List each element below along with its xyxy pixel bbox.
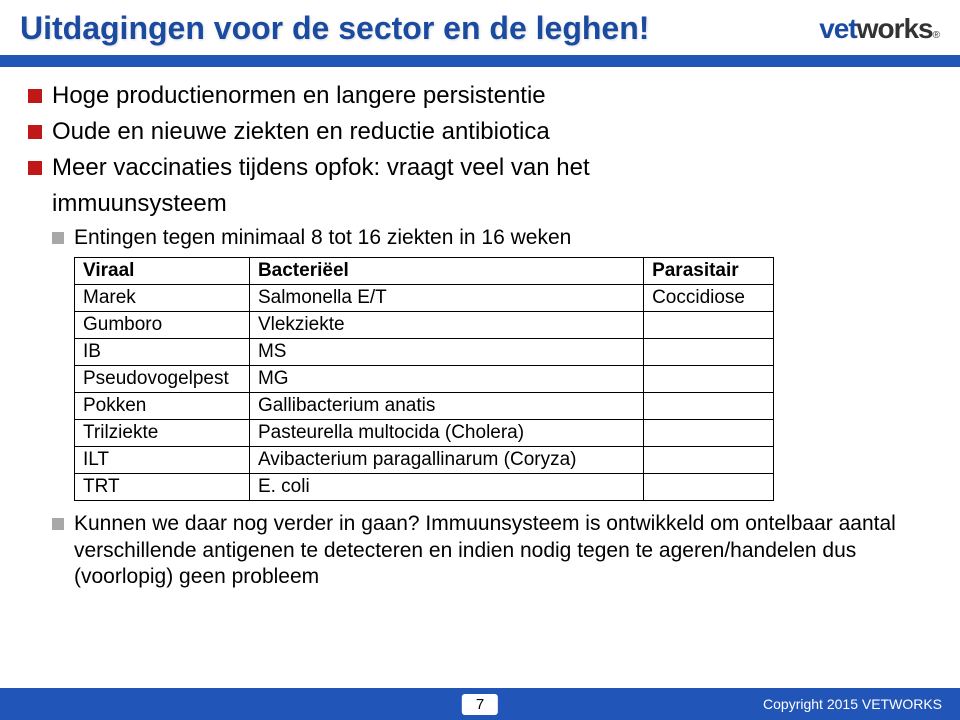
cell <box>644 393 774 420</box>
cell: IB <box>75 339 250 366</box>
col-header-bacterieel: Bacteriëel <box>249 258 643 285</box>
cell: Gumboro <box>75 312 250 339</box>
cell: Pseudovogelpest <box>75 366 250 393</box>
cell: Pasteurella multocida (Cholera) <box>249 420 643 447</box>
cell: E. coli <box>249 474 643 501</box>
cell: Salmonella E/T <box>249 285 643 312</box>
disease-table-wrap: Viraal Bacteriëel Parasitair Marek Salmo… <box>74 257 932 501</box>
page-title: Uitdagingen voor de sector en de leghen! <box>20 10 649 47</box>
table-row: ILT Avibacterium paragallinarum (Coryza) <box>75 447 774 474</box>
divider-bar <box>0 55 960 67</box>
bullet-3-text-a: Meer vaccinaties tijdens opfok: vraagt v… <box>52 153 590 183</box>
logo-registered: ® <box>933 30 940 41</box>
cell <box>644 420 774 447</box>
bullet-2: Oude en nieuwe ziekten en reductie antib… <box>28 117 932 147</box>
bullet-2-text: Oude en nieuwe ziekten en reductie antib… <box>52 117 550 147</box>
cell: Marek <box>75 285 250 312</box>
cell: MS <box>249 339 643 366</box>
cell: ILT <box>75 447 250 474</box>
bullet-icon <box>28 89 42 103</box>
copyright-text: Copyright 2015 VETWORKS <box>763 696 942 712</box>
table-header-row: Viraal Bacteriëel Parasitair <box>75 258 774 285</box>
cell: Vlekziekte <box>249 312 643 339</box>
cell: Gallibacterium anatis <box>249 393 643 420</box>
table-row: Trilziekte Pasteurella multocida (Choler… <box>75 420 774 447</box>
cell: MG <box>249 366 643 393</box>
sub-bullet-icon <box>52 518 64 530</box>
bullet-icon <box>28 125 42 139</box>
bullet-3-text-b: immuunsysteem <box>52 189 932 219</box>
sub-bullet-1-text: Entingen tegen minimaal 8 tot 16 ziekten… <box>74 225 571 251</box>
col-header-viraal: Viraal <box>75 258 250 285</box>
sub-bullet-2: Kunnen we daar nog verder in gaan? Immuu… <box>52 511 932 590</box>
table-row: TRT E. coli <box>75 474 774 501</box>
content-area: Hoge productienormen en langere persiste… <box>0 67 960 590</box>
cell <box>644 447 774 474</box>
cell: Coccidiose <box>644 285 774 312</box>
col-header-parasitair: Parasitair <box>644 258 774 285</box>
title-bar: Uitdagingen voor de sector en de leghen!… <box>0 0 960 55</box>
table-row: Pokken Gallibacterium anatis <box>75 393 774 420</box>
bullet-1: Hoge productienormen en langere persiste… <box>28 81 932 111</box>
cell: Trilziekte <box>75 420 250 447</box>
page-number: 7 <box>462 694 498 715</box>
cell: Avibacterium paragallinarum (Coryza) <box>249 447 643 474</box>
cell: Pokken <box>75 393 250 420</box>
logo-left: vet <box>819 13 856 45</box>
sub-bullet-2-text: Kunnen we daar nog verder in gaan? Immuu… <box>74 511 932 590</box>
bullet-3: Meer vaccinaties tijdens opfok: vraagt v… <box>28 153 932 183</box>
bullet-1-text: Hoge productienormen en langere persiste… <box>52 81 546 111</box>
sub-bullet-icon <box>52 232 64 244</box>
cell: TRT <box>75 474 250 501</box>
table-row: Pseudovogelpest MG <box>75 366 774 393</box>
table-row: IB MS <box>75 339 774 366</box>
cell <box>644 474 774 501</box>
logo: vetworks® <box>819 13 940 45</box>
sub-bullet-1: Entingen tegen minimaal 8 tot 16 ziekten… <box>52 225 932 251</box>
cell <box>644 312 774 339</box>
table-row: Gumboro Vlekziekte <box>75 312 774 339</box>
table-row: Marek Salmonella E/T Coccidiose <box>75 285 774 312</box>
cell <box>644 339 774 366</box>
disease-table: Viraal Bacteriëel Parasitair Marek Salmo… <box>74 257 774 501</box>
bullet-icon <box>28 161 42 175</box>
footer-bar: 7 Copyright 2015 VETWORKS <box>0 688 960 720</box>
cell <box>644 366 774 393</box>
logo-right: works <box>857 13 933 45</box>
